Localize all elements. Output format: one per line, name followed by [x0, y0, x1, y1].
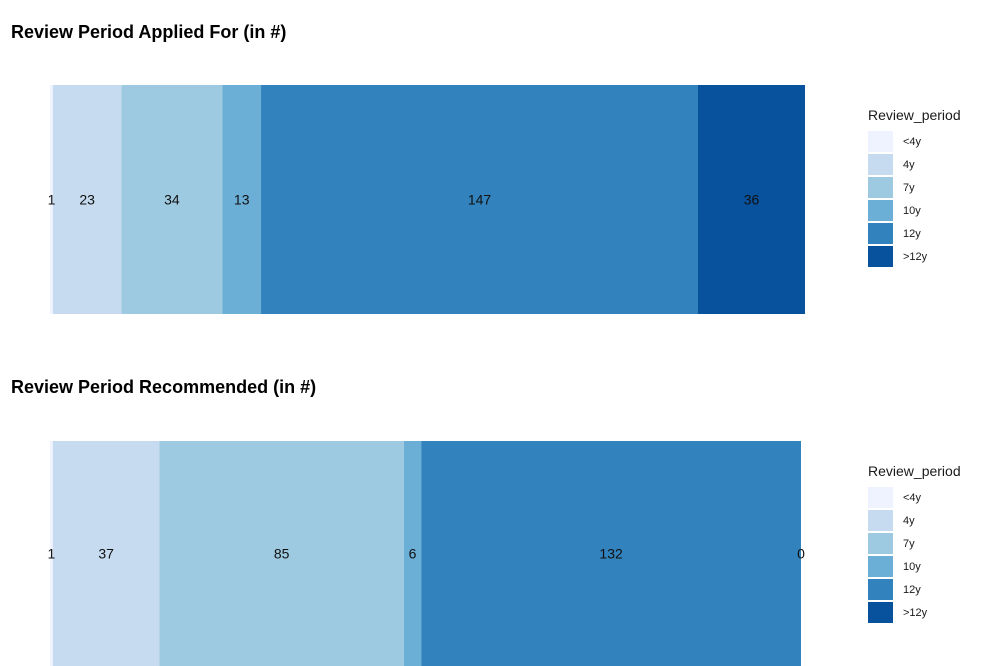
- bar-value-label: 0: [797, 546, 805, 562]
- bar-value-label: 13: [234, 192, 250, 208]
- legend-label: 10y: [903, 561, 921, 573]
- legend-label: 7y: [903, 538, 915, 550]
- bar-value-label: 147: [468, 192, 492, 208]
- legend: Review_period <4y 4y 7y 10y 12y >12y: [868, 107, 961, 267]
- bar-value-label: 1: [48, 192, 56, 208]
- legend-swatch-12y: [868, 223, 893, 244]
- recommended-chart: Review Period Recommended (in #) 1 37 85 6 1…: [0, 333, 985, 666]
- legend-swatch-gt-12y: [868, 246, 893, 267]
- legend-label: 7y: [903, 182, 915, 194]
- legend-swatch-7y: [868, 533, 893, 554]
- chart-title: Review Period Recommended (in #): [11, 377, 316, 397]
- bar-value-label: 6: [409, 546, 417, 562]
- legend-label: 4y: [903, 159, 915, 171]
- bar-value-label: 132: [599, 546, 623, 562]
- legend-swatch-4y: [868, 154, 893, 175]
- legend-label: <4y: [903, 492, 922, 504]
- applied-for-chart: Review Period Applied For (in #) 1 23 34 13…: [0, 0, 985, 333]
- legend-swatch-gt-12y: [868, 602, 893, 623]
- legend-swatch-10y: [868, 556, 893, 577]
- legend: Review_period <4y 4y 7y 10y 12y >12y: [868, 463, 961, 623]
- legend-swatch-lt-4y: [868, 131, 893, 152]
- bar-value-label: 36: [744, 192, 760, 208]
- legend-title: Review_period: [868, 463, 961, 479]
- bar-value-label: 23: [79, 192, 95, 208]
- legend-swatch-lt-4y: [868, 487, 893, 508]
- legend-title: Review_period: [868, 107, 961, 123]
- bar-value-label: 85: [274, 546, 290, 562]
- bar-value-label: 34: [164, 192, 180, 208]
- legend-label: >12y: [903, 251, 928, 263]
- stacked-bar: [50, 441, 801, 666]
- legend-swatch-12y: [868, 579, 893, 600]
- bar-value-label: 37: [98, 546, 114, 562]
- bar-value-label: 1: [48, 546, 56, 562]
- legend-label: <4y: [903, 136, 922, 148]
- legend-label: 12y: [903, 228, 921, 240]
- legend-label: >12y: [903, 607, 928, 619]
- legend-swatch-4y: [868, 510, 893, 531]
- legend-label: 10y: [903, 205, 921, 217]
- chart-title: Review Period Applied For (in #): [11, 22, 286, 42]
- legend-swatch-10y: [868, 200, 893, 221]
- legend-swatch-7y: [868, 177, 893, 198]
- legend-label: 4y: [903, 515, 915, 527]
- legend-label: 12y: [903, 584, 921, 596]
